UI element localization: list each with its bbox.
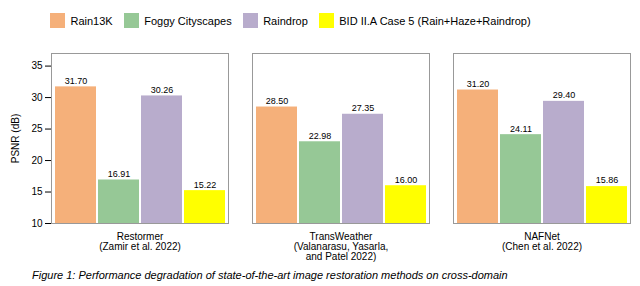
- svg-text:31.70: 31.70: [65, 75, 88, 85]
- svg-text:PSNR (dB): PSNR (dB): [10, 113, 21, 162]
- html-text:Foggy Cityscapes: Foggy Cityscapes: [144, 14, 232, 27]
- svg-text:27.35: 27.35: [352, 103, 375, 113]
- svg-text:30.26: 30.26: [151, 84, 174, 94]
- svg-text:TransWeather(Valanarasu, Yasar: TransWeather(Valanarasu, Yasarla,and Pat…: [294, 230, 389, 261]
- svg-text:24.11: 24.11: [510, 123, 532, 133]
- svg-text:Restormer(Zamir et al. 2022): Restormer(Zamir et al. 2022): [99, 230, 181, 251]
- svg-text:16.00: 16.00: [395, 174, 418, 184]
- svg-text:15: 15: [31, 186, 43, 197]
- html-text:Rain13K: Rain13K: [70, 14, 113, 27]
- svg-text:28.50: 28.50: [266, 95, 289, 105]
- svg-text:31.20: 31.20: [467, 78, 490, 88]
- svg-text:20: 20: [31, 154, 43, 165]
- svg-text:16.91: 16.91: [108, 168, 131, 178]
- svg-text:15.22: 15.22: [194, 179, 217, 189]
- svg-text:15.86: 15.86: [596, 175, 619, 185]
- html-text:Figure 1: Performance degradat: Figure 1: Performance degradation of sta…: [32, 268, 508, 281]
- svg-text:NAFNet(Chen et al. 2022): NAFNet(Chen et al. 2022): [502, 230, 582, 251]
- svg-text:10: 10: [31, 217, 43, 228]
- svg-text:22.98: 22.98: [309, 130, 332, 140]
- svg-text:25: 25: [31, 123, 43, 134]
- svg-text:30: 30: [31, 91, 43, 102]
- html-text:BID II.A Case 5 (Rain+Haze+Rai: BID II.A Case 5 (Rain+Haze+Raindrop): [339, 14, 531, 27]
- svg-text:35: 35: [31, 60, 43, 71]
- svg-text:29.40: 29.40: [553, 90, 576, 100]
- html-text:Raindrop: Raindrop: [263, 14, 308, 27]
